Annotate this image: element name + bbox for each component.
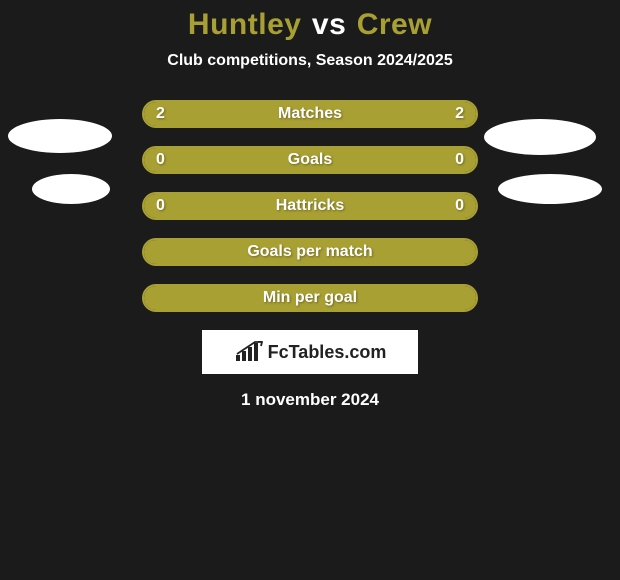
stat-bar: Goals per match [142, 238, 478, 266]
stat-bar: 0 0 Hattricks [142, 192, 478, 220]
stat-bar: 2 2 Matches [142, 100, 478, 128]
stat-label: Goals per match [247, 243, 372, 261]
stat-value-left: 2 [156, 105, 165, 123]
stat-bar-fill-right [310, 148, 476, 172]
stats-area: 2 2 Matches 0 0 Goals 0 0 Hattricks Goals per mat… [0, 100, 620, 410]
stat-value-right: 0 [455, 197, 464, 215]
title-vs: vs [312, 8, 346, 41]
stat-bar-fill-left [144, 148, 310, 172]
stat-label: Min per goal [263, 289, 357, 307]
stat-value-right: 2 [455, 105, 464, 123]
stat-label: Hattricks [276, 197, 344, 215]
date-row: 1 november 2024 [0, 390, 620, 410]
fctables-chart-icon [234, 341, 264, 363]
logo-box: FcTables.com [202, 330, 418, 374]
stat-value-left: 0 [156, 151, 165, 169]
bars-container: 2 2 Matches 0 0 Goals 0 0 Hattricks Goals per mat… [0, 100, 620, 312]
subtitle: Club competitions, Season 2024/2025 [0, 52, 620, 70]
title-player2: Crew [357, 8, 432, 41]
stat-value-left: 0 [156, 197, 165, 215]
title-player1: Huntley [188, 8, 302, 41]
stat-label: Goals [288, 151, 332, 169]
subtitle-text: Club competitions, Season 2024/2025 [167, 52, 452, 69]
title-row: Huntley vs Crew [0, 0, 620, 42]
logo-text: FcTables.com [268, 342, 387, 363]
date-text: 1 november 2024 [241, 390, 379, 409]
stat-label: Matches [278, 105, 342, 123]
stat-bar: Min per goal [142, 284, 478, 312]
stat-bar: 0 0 Goals [142, 146, 478, 174]
stat-value-right: 0 [455, 151, 464, 169]
